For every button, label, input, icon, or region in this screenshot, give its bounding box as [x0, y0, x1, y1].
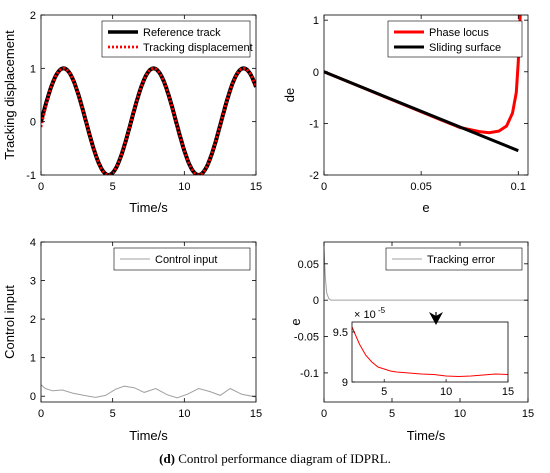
axes-frame — [40, 241, 257, 403]
caption-text: Control performance diagram of IDPRL. — [178, 451, 391, 466]
inset-y-tick-label: 9.5 — [333, 327, 348, 339]
chart-panel-control-input: 0 5 10 15 0 1 2 3 4 Time/s Control input Control in… — [2, 237, 262, 443]
inset-x-tick-label: 5 — [381, 386, 387, 398]
axes-frame — [323, 14, 529, 176]
x-tick-label: 10 — [454, 408, 466, 420]
series-line-tracking-error — [324, 249, 528, 301]
inset-arrow-head — [429, 312, 443, 325]
legend: Control input — [113, 247, 251, 271]
legend-label: Phase locus — [429, 27, 489, 39]
x-axis-label: Time/s — [407, 428, 446, 443]
y-tick-label: 0 — [313, 295, 319, 307]
x-tick-label: 10 — [178, 408, 190, 420]
legend-label: Tracking displacement — [143, 42, 253, 54]
y-tick-label: 1 — [313, 15, 319, 27]
axes-frame — [40, 14, 257, 176]
y-tick-label: 1 — [30, 353, 36, 365]
legend: Reference track Tracking displacement — [101, 20, 253, 58]
series-line-reference-track — [41, 66, 256, 175]
y-tick-label: 2 — [30, 10, 36, 22]
y-tick-label: -1 — [26, 170, 36, 182]
y-tick-label: 3 — [30, 276, 36, 288]
series-line-control-input — [41, 384, 256, 399]
caption-panel-label: (d) — [159, 451, 175, 466]
x-tick-label: 5 — [110, 181, 116, 193]
y-tick-label: 2 — [30, 314, 36, 326]
y-tick-label: 0.05 — [298, 259, 319, 271]
legend-box — [387, 20, 523, 58]
inset-background — [352, 322, 508, 382]
legend-label: Reference track — [143, 27, 221, 39]
x-tick-label: 5 — [110, 408, 116, 420]
x-axis-label: Time/s — [129, 200, 168, 215]
legend-label: Tracking error — [427, 254, 495, 266]
x-tick-label: 5 — [389, 408, 395, 420]
y-tick-label: -1 — [309, 118, 319, 130]
x-tick-label: 0 — [321, 181, 327, 193]
y-tick-label: 0 — [313, 67, 319, 79]
y-axis-label: Tracking displacement — [2, 30, 17, 160]
x-tick-label: 15 — [250, 181, 262, 193]
legend-box — [101, 20, 251, 58]
series-line-sliding-surface — [324, 70, 519, 153]
y-tick-label: -0.1 — [300, 368, 319, 380]
legend: Tracking error — [385, 247, 523, 271]
y-tick-label: 0 — [30, 117, 36, 129]
legend: Phase locus Sliding surface — [387, 20, 523, 58]
x-tick-label: 0 — [38, 408, 44, 420]
y-tick-label: 1 — [30, 63, 36, 75]
y-axis-label: Control input — [2, 285, 17, 359]
y-tick-label: 4 — [30, 237, 36, 249]
y-axis-label: e — [288, 318, 303, 325]
y-axis-label: de — [282, 88, 297, 102]
y-tick-label: 0 — [30, 391, 36, 403]
axes-frame — [323, 241, 529, 403]
x-axis-label: e — [422, 200, 429, 215]
inset-scale-exponent: -5 — [378, 306, 386, 315]
legend-label: Control input — [155, 254, 217, 266]
x-tick-label: 15 — [250, 408, 262, 420]
inset-chart: 5 10 15 9 9.5 × 10 -5 — [333, 306, 514, 398]
inset-x-tick-label: 15 — [502, 386, 514, 398]
x-axis-label: Time/s — [129, 428, 168, 443]
inset-frame — [351, 321, 509, 383]
legend-label: Sliding surface — [429, 42, 501, 54]
y-tick-label: -0.05 — [294, 332, 319, 344]
y-tick-label: -2 — [309, 170, 319, 182]
x-tick-label: 10 — [178, 181, 190, 193]
figure-caption: (d) Control performance diagram of IDPRL… — [0, 451, 550, 467]
inset-y-tick-label: 9 — [342, 377, 348, 389]
series-line-tracking-displacement — [41, 66, 256, 175]
inset-scale-label: × 10 — [354, 309, 376, 321]
inset-series-line — [352, 326, 508, 378]
inset-x-tick-label: 10 — [440, 386, 452, 398]
legend-box — [385, 247, 523, 271]
chart-panel-phase-locus: 0 0.05 0.1 -2 -1 0 1 e de Phase locus Sliding surf… — [282, 14, 529, 215]
x-tick-label: 0 — [321, 408, 327, 420]
chart-panel-tracking-error: 0 5 10 15 -0.1 -0.05 0 0.05 Time/s e Tracking erro… — [288, 241, 534, 443]
x-tick-label: 15 — [522, 408, 534, 420]
x-tick-label: 0.1 — [511, 181, 526, 193]
x-tick-label: 0.05 — [410, 181, 431, 193]
legend-box — [113, 247, 251, 271]
x-tick-label: 0 — [38, 181, 44, 193]
